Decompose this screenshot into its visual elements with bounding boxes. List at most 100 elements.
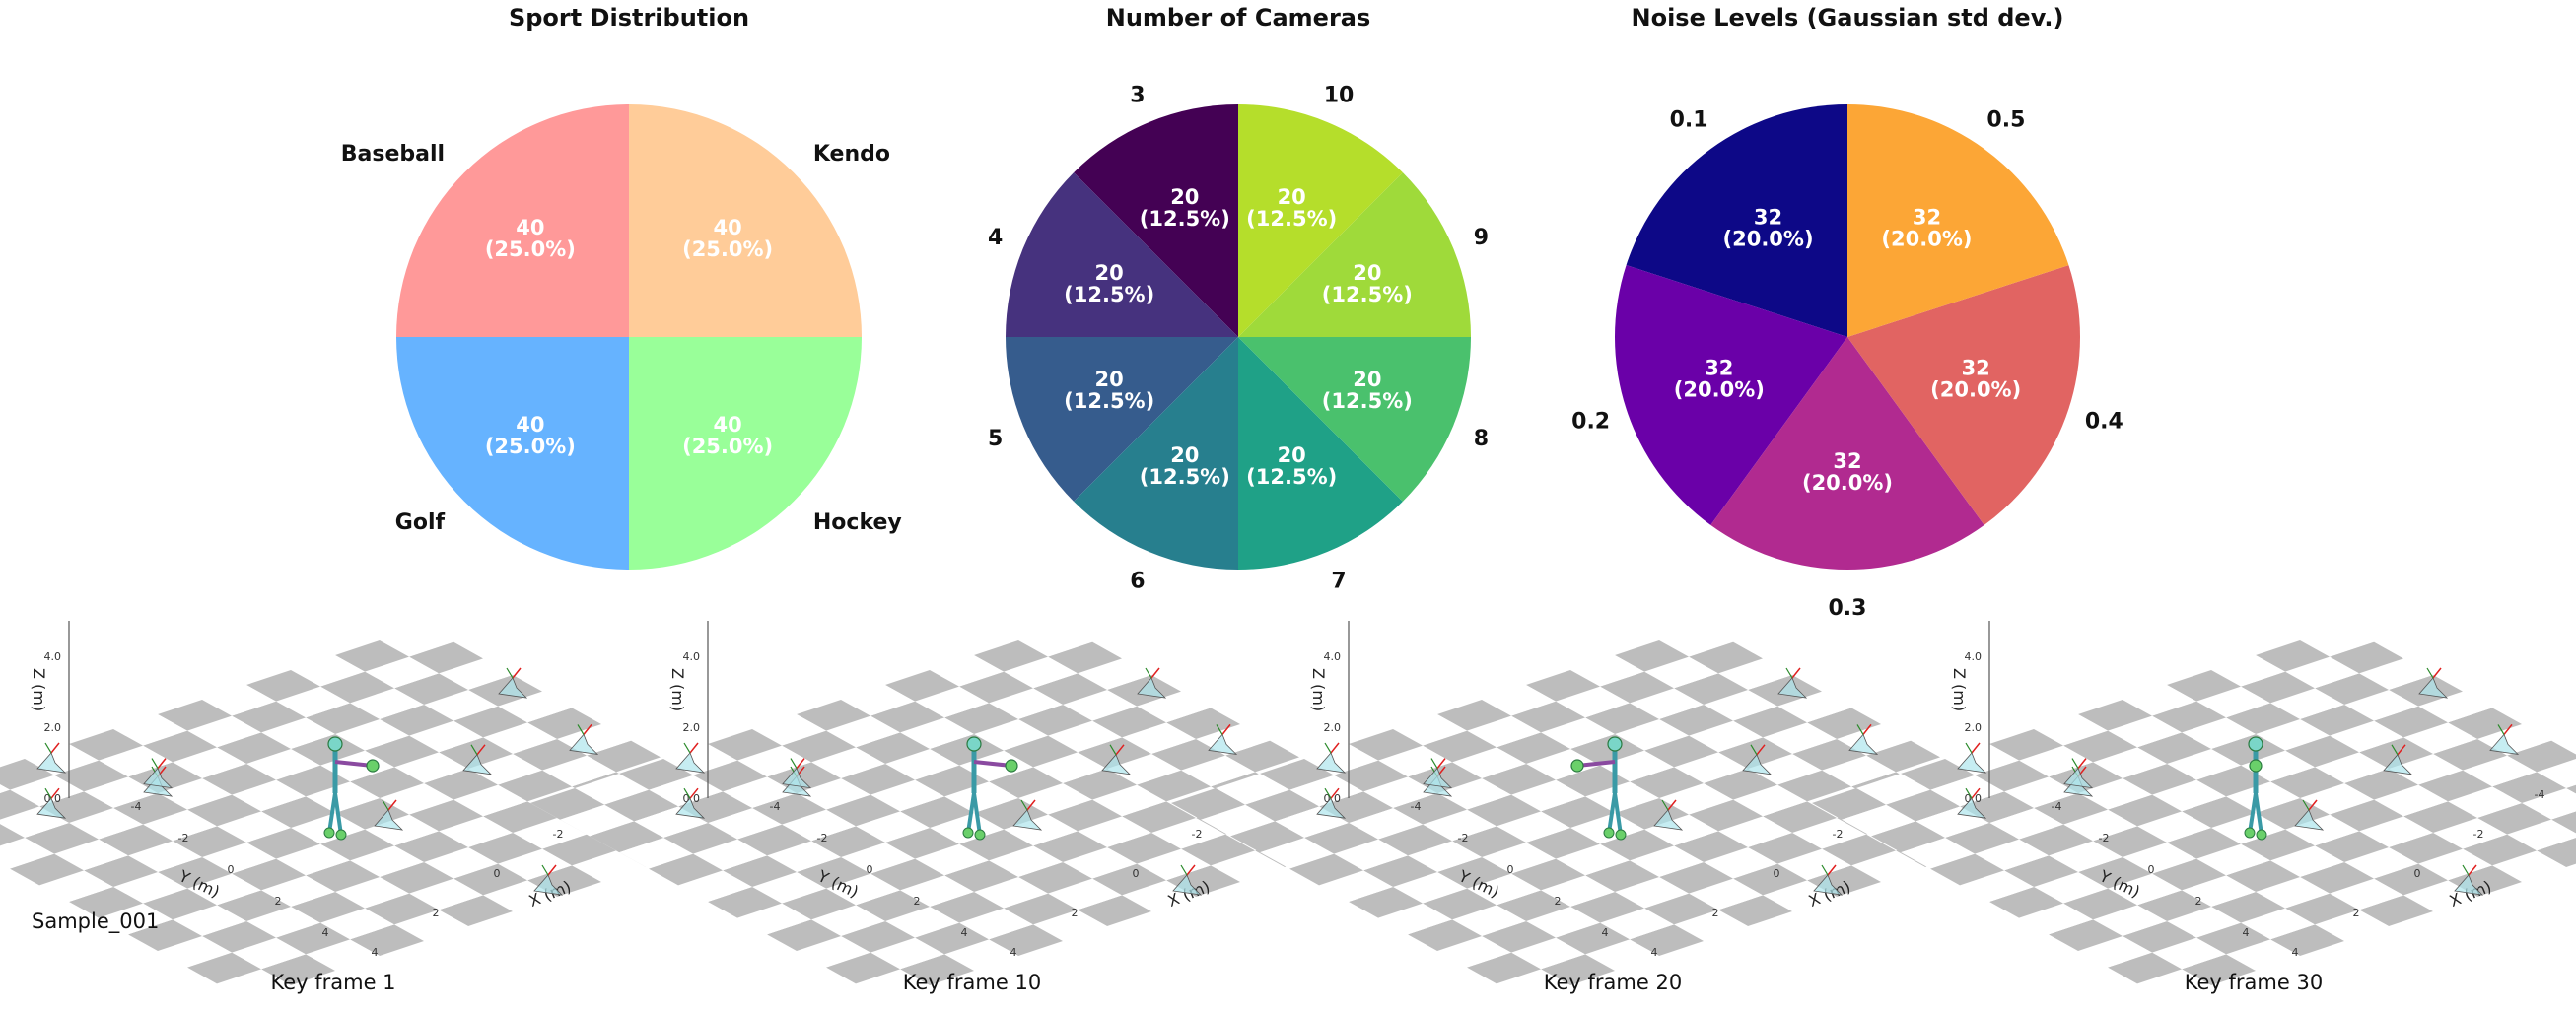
pie-value-label-golf: 40 (25.0%) xyxy=(485,413,576,458)
pie-title: Sport Distribution xyxy=(509,4,749,32)
pie-slice-kendo xyxy=(629,104,862,337)
x-tick-label: -2 xyxy=(1192,828,1203,841)
pie-value-label-0-2: 32 (20.0%) xyxy=(1674,356,1765,401)
camera-group xyxy=(1957,667,2520,896)
pie-value-label-3: 20 (12.5%) xyxy=(1140,185,1230,231)
y-tick-label: 0 xyxy=(228,863,235,876)
y-tick-label: -4 xyxy=(770,800,781,813)
camera-icon xyxy=(462,754,493,775)
camera-icon xyxy=(1957,752,1987,774)
z-axis-label: Z (m) xyxy=(1950,668,1969,711)
camera-icon xyxy=(1316,797,1347,819)
z-tick-label: 4.0 xyxy=(683,650,701,663)
pie-label-10: 10 xyxy=(1324,84,1355,108)
pie-value-label-10: 20 (12.5%) xyxy=(1246,185,1337,231)
pie-slice-0-5 xyxy=(1847,104,2069,337)
x-tick-label: -2 xyxy=(553,828,564,841)
camera-group xyxy=(36,667,599,896)
camera-icon xyxy=(1957,797,1987,819)
pie-label-6: 6 xyxy=(1130,569,1145,593)
pie-value-label-0-3: 32 (20.0%) xyxy=(1802,449,1893,495)
pie-label-7: 7 xyxy=(1331,569,1346,593)
camera-icon xyxy=(675,797,706,819)
pie-label-9: 9 xyxy=(1474,226,1489,250)
pie-slice-5 xyxy=(1006,337,1238,502)
y-tick-label: -4 xyxy=(1411,800,1422,813)
z-tick-label: 4.0 xyxy=(44,650,62,663)
keyframe-title: Key frame 10 xyxy=(903,971,1041,994)
camera-group xyxy=(675,667,1238,896)
pie-label-5: 5 xyxy=(988,427,1003,451)
y-tick-label: 4 xyxy=(1602,926,1609,939)
camera-icon xyxy=(675,752,706,774)
pie-label-3: 3 xyxy=(1130,84,1145,108)
x-tick-label: -2 xyxy=(1833,828,1844,841)
z-axis-label: Z (m) xyxy=(30,668,48,711)
camera-icon xyxy=(143,767,174,789)
pie-value-label-9: 20 (12.5%) xyxy=(1322,261,1413,306)
keyframe-panels: 0.02.04.0Z (m)Y (m)X (m)420-2-4420-2-4Ke… xyxy=(0,621,2576,1000)
x-tick-label: -2 xyxy=(2473,828,2484,841)
pie-slice-6 xyxy=(1074,337,1238,570)
y-tick-label: 0 xyxy=(2148,863,2155,876)
pie-label-0-2: 0.2 xyxy=(1571,410,1610,435)
skeleton-figure xyxy=(962,736,1018,841)
pie-value-label-0-1: 32 (20.0%) xyxy=(1723,205,1814,250)
y-tick-label: -2 xyxy=(2099,832,2110,844)
x-tick-label: 2 xyxy=(2353,907,2360,919)
pie-slice-4 xyxy=(1006,172,1238,337)
pie-label-baseball: Baseball xyxy=(341,142,445,167)
y-tick-label: 0 xyxy=(1507,863,1514,876)
pie-value-label-kendo: 40 (25.0%) xyxy=(682,216,773,261)
skeleton-figure xyxy=(1570,736,1627,841)
camera-icon xyxy=(36,797,67,819)
pie-title: Number of Cameras xyxy=(1106,4,1371,32)
camera-icon xyxy=(1423,767,1453,789)
x-tick-label: 4 xyxy=(372,946,379,959)
y-tick-label: -4 xyxy=(2052,800,2062,813)
x-tick-label: 0 xyxy=(2414,867,2421,880)
camera-icon xyxy=(1653,809,1684,831)
pie-label-0-5: 0.5 xyxy=(1986,108,2025,133)
pie-value-label-5: 20 (12.5%) xyxy=(1064,368,1154,413)
pie-slice-10 xyxy=(1238,103,1403,337)
camera-icon xyxy=(1137,677,1167,699)
camera-icon xyxy=(1777,677,1808,699)
y-tick-label: 4 xyxy=(322,926,329,939)
y-tick-label: -2 xyxy=(1458,832,1469,844)
camera-icon xyxy=(2489,733,2520,755)
y-tick-label: 2 xyxy=(2195,895,2202,908)
camera-icon xyxy=(1316,752,1347,774)
z-tick-label: 2.0 xyxy=(44,721,62,734)
camera-icon xyxy=(782,767,812,789)
sport-distribution-pie: Sport Distribution Baseball 40 (25.0%) Golf 4… xyxy=(341,4,902,570)
x-tick-label: 2 xyxy=(1712,907,1719,919)
z-tick-label: 4.0 xyxy=(1965,650,1983,663)
camera-icon xyxy=(2383,754,2413,775)
camera-icon xyxy=(1813,874,1844,896)
z-tick-label: 2.0 xyxy=(683,721,701,734)
camera-icon xyxy=(2418,677,2449,699)
pie-slice-7 xyxy=(1238,337,1403,570)
z-axis-label: Z (m) xyxy=(668,668,687,711)
pie-value-label-0-5: 32 (20.0%) xyxy=(1881,205,1972,250)
pie-value-label-hockey: 40 (25.0%) xyxy=(682,413,773,458)
pie-label-8: 8 xyxy=(1474,427,1489,451)
camera-group xyxy=(1316,667,1879,896)
y-tick-label: 4 xyxy=(2243,926,2250,939)
camera-icon xyxy=(2063,767,2094,789)
camera-icon xyxy=(1208,733,1238,755)
camera-icon xyxy=(374,809,404,831)
pie-label-golf: Golf xyxy=(395,510,446,535)
z-tick-label: 4.0 xyxy=(1324,650,1342,663)
skeleton-figure xyxy=(2244,736,2267,841)
x-tick-label: 4 xyxy=(1010,946,1017,959)
pie-slice-0-3 xyxy=(1710,337,1984,570)
pie-slice-0-2 xyxy=(1615,265,1847,525)
pie-value-label-6: 20 (12.5%) xyxy=(1140,443,1230,489)
pie-title: Noise Levels (Gaussian std dev.) xyxy=(1632,4,2064,32)
y-tick-label: 2 xyxy=(914,895,921,908)
pie-slice-8 xyxy=(1238,337,1471,502)
x-tick-label: 0 xyxy=(1774,867,1780,880)
